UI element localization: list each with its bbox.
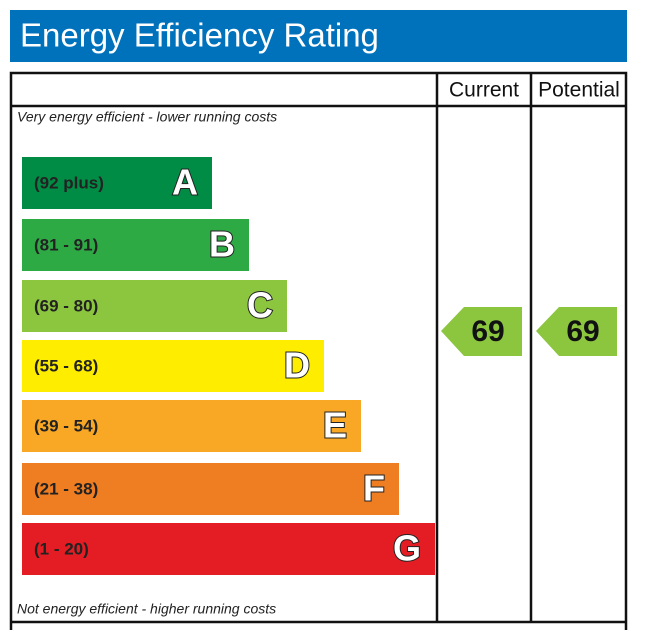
band-letter: C <box>247 285 273 326</box>
potential-rating: 69 <box>566 315 599 348</box>
band-letter: G <box>393 528 421 569</box>
band-bar <box>22 157 212 209</box>
band-letter: D <box>284 345 310 386</box>
band-bar <box>22 340 324 392</box>
band-range: (1 - 20) <box>34 539 89 558</box>
potential-arrow <box>536 307 617 356</box>
title-bar <box>10 10 627 62</box>
title: Energy Efficiency Rating <box>20 17 379 54</box>
band-range: (69 - 80) <box>34 296 98 315</box>
band-letter: F <box>363 468 385 509</box>
top-note: Very energy efficient - lower running co… <box>17 109 277 125</box>
column-header: Potential <box>538 79 620 102</box>
column-header: Current <box>449 79 519 102</box>
band-bar <box>22 400 361 452</box>
band-letter: A <box>172 162 198 203</box>
current-rating: 69 <box>471 315 504 348</box>
band-range: (55 - 68) <box>34 356 98 375</box>
band-letter: B <box>209 224 235 265</box>
band-range: (92 plus) <box>34 173 104 192</box>
band-bar <box>22 463 399 515</box>
band-bar <box>22 280 287 332</box>
band-range: (39 - 54) <box>34 416 98 435</box>
band-range: (81 - 91) <box>34 235 98 254</box>
current-arrow <box>441 307 522 356</box>
band-range: (21 - 38) <box>34 479 98 498</box>
bands: (92 plus) A (81 - 91) B (69 - 80) C (55 - 68) D… <box>22 157 435 575</box>
band-letter: E <box>323 405 347 446</box>
band-bar <box>22 523 435 575</box>
band-bar <box>22 219 249 271</box>
bottom-note: Not energy efficient - higher running co… <box>17 601 276 617</box>
